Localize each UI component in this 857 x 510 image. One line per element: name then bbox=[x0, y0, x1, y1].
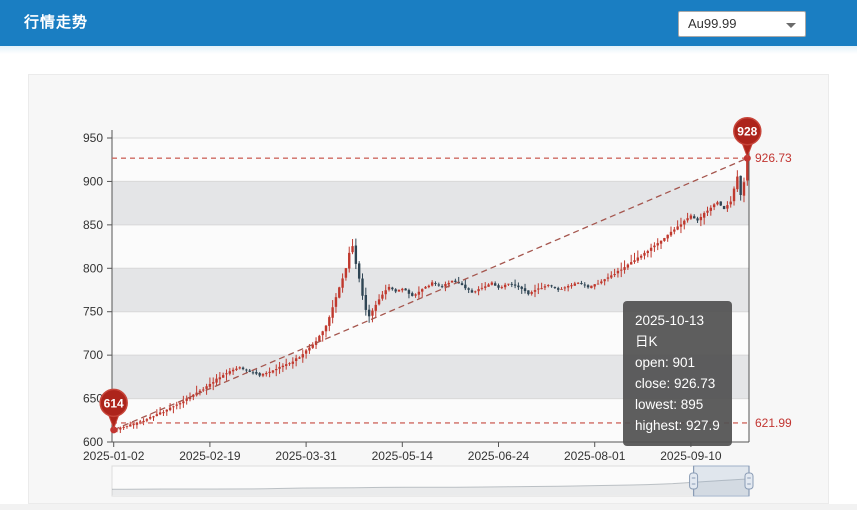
min-marker-pin: 614 bbox=[99, 388, 128, 430]
svg-text:614: 614 bbox=[104, 396, 124, 410]
y-axis-labels: 600 650 700 750 800 850 900 950 bbox=[83, 131, 112, 449]
tooltip-date: 2025-10-13 bbox=[635, 313, 705, 328]
svg-text:800: 800 bbox=[83, 261, 103, 275]
navigator-handle-right[interactable] bbox=[744, 466, 754, 496]
tooltip-series: 日K bbox=[635, 334, 658, 349]
svg-text:2025-03-31: 2025-03-31 bbox=[275, 449, 337, 463]
reference-lines bbox=[110, 154, 751, 434]
chevron-down-icon bbox=[786, 23, 796, 28]
header-divider bbox=[0, 46, 857, 54]
candlestick-series bbox=[112, 157, 749, 434]
svg-text:2025-06-24: 2025-06-24 bbox=[468, 449, 530, 463]
navigator-handle-left[interactable] bbox=[689, 466, 699, 496]
svg-text:2025-05-14: 2025-05-14 bbox=[372, 449, 434, 463]
svg-text:600: 600 bbox=[83, 435, 103, 449]
svg-text:2025-09-10: 2025-09-10 bbox=[660, 449, 722, 463]
svg-text:650: 650 bbox=[83, 392, 103, 406]
max-marker-pin: 928 bbox=[733, 116, 762, 159]
page-footer-strip bbox=[0, 504, 857, 510]
svg-text:2025-02-19: 2025-02-19 bbox=[179, 449, 241, 463]
svg-text:2025-08-01: 2025-08-01 bbox=[564, 449, 626, 463]
navigator[interactable] bbox=[111, 465, 754, 497]
svg-text:900: 900 bbox=[83, 174, 103, 188]
x-axis-labels: 2025-01-02 2025-02-19 2025-03-31 2025-05-14… bbox=[83, 442, 722, 463]
chart-card: 600 650 700 750 800 850 900 950 2025-01-02 2025-0… bbox=[28, 74, 829, 504]
svg-text:750: 750 bbox=[83, 305, 103, 319]
svg-text:2025-01-02: 2025-01-02 bbox=[83, 449, 145, 463]
reference-labels: 926.73 621.99 bbox=[755, 151, 792, 430]
svg-text:928: 928 bbox=[737, 125, 757, 139]
instrument-select[interactable]: Au99.99 bbox=[678, 11, 806, 37]
instrument-select-value: Au99.99 bbox=[688, 16, 737, 31]
svg-text:950: 950 bbox=[83, 131, 103, 145]
navigator-window[interactable] bbox=[693, 465, 750, 497]
chart-tooltip: 2025-10-13 日K open: 901 close: 926.73 lowe… bbox=[623, 301, 732, 446]
svg-text:700: 700 bbox=[83, 348, 103, 362]
page-title: 行情走势 bbox=[24, 14, 89, 31]
svg-text:621.99: 621.99 bbox=[755, 416, 792, 430]
svg-text:926.73: 926.73 bbox=[755, 151, 792, 165]
tooltip-values: open: 901 close: 926.73 lowest: 895 highest… bbox=[635, 355, 720, 433]
svg-text:850: 850 bbox=[83, 218, 103, 232]
